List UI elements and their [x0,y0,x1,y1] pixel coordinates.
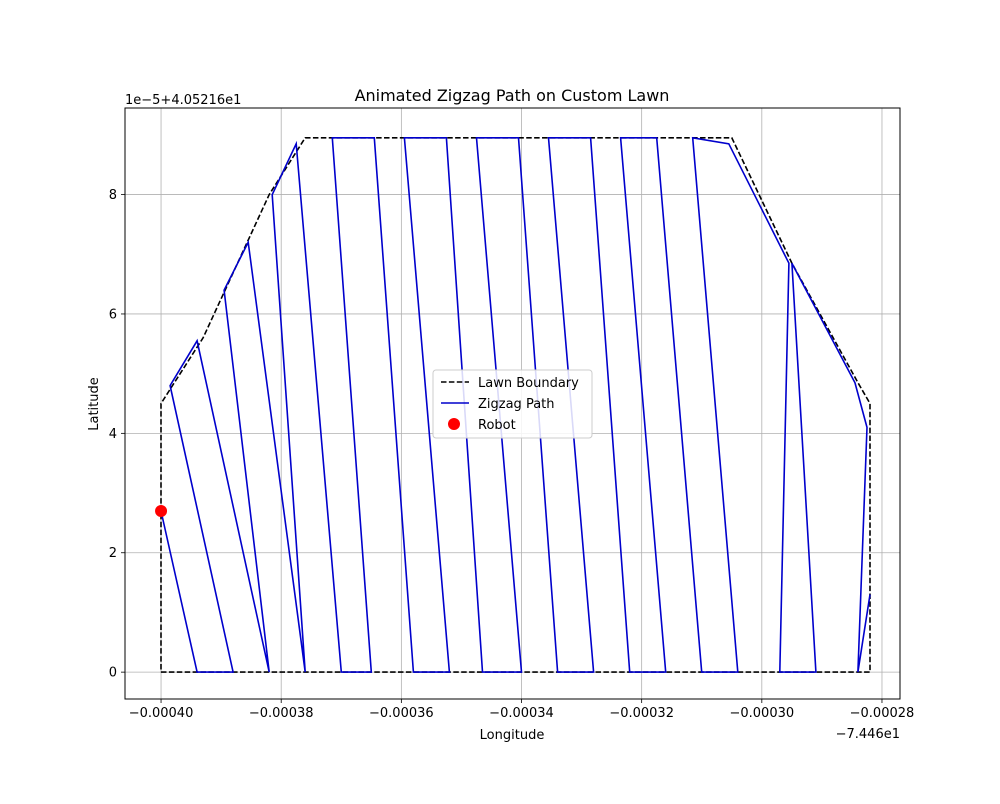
y-axis-offset-label: 1e−5+4.05216e1 [125,93,241,108]
ticks: −0.00040 −0.00038 −0.00036 −0.00034 −0.00032… [109,188,915,721]
y-tick-label: 6 [109,307,117,322]
lawn-boundary-line [160,137,871,673]
zigzag-path-line [160,136,871,673]
chart-title: Animated Zigzag Path on Custom Lawn [355,86,670,105]
legend-robot-label: Robot [478,418,516,433]
x-tick-label: −0.00036 [369,706,434,721]
plot-area [155,136,871,673]
axes-frame [124,107,901,700]
y-axis-label: Latitude [87,377,102,431]
legend-box [432,369,593,439]
y-tick-label: 2 [109,546,117,561]
x-tick-label: −0.00032 [609,706,674,721]
legend: Lawn Boundary Zigzag Path Robot [432,369,593,439]
legend-robot-swatch [448,418,460,430]
x-tick-label: −0.00040 [129,706,194,721]
x-axis-offset-label: −7.446e1 [836,727,900,742]
legend-path-label: Zigzag Path [478,397,555,412]
x-tick-label: −0.00034 [489,706,554,721]
x-tick-label: −0.00028 [850,706,915,721]
legend-boundary-label: Lawn Boundary [478,376,579,391]
y-tick-label: 4 [109,427,117,442]
y-tick-label: 0 [109,666,117,681]
x-axis-label: Longitude [480,728,545,743]
y-tick-label: 8 [109,188,117,203]
robot-marker [155,504,168,517]
x-tick-label: −0.00038 [249,706,314,721]
x-tick-label: −0.00030 [729,706,794,721]
